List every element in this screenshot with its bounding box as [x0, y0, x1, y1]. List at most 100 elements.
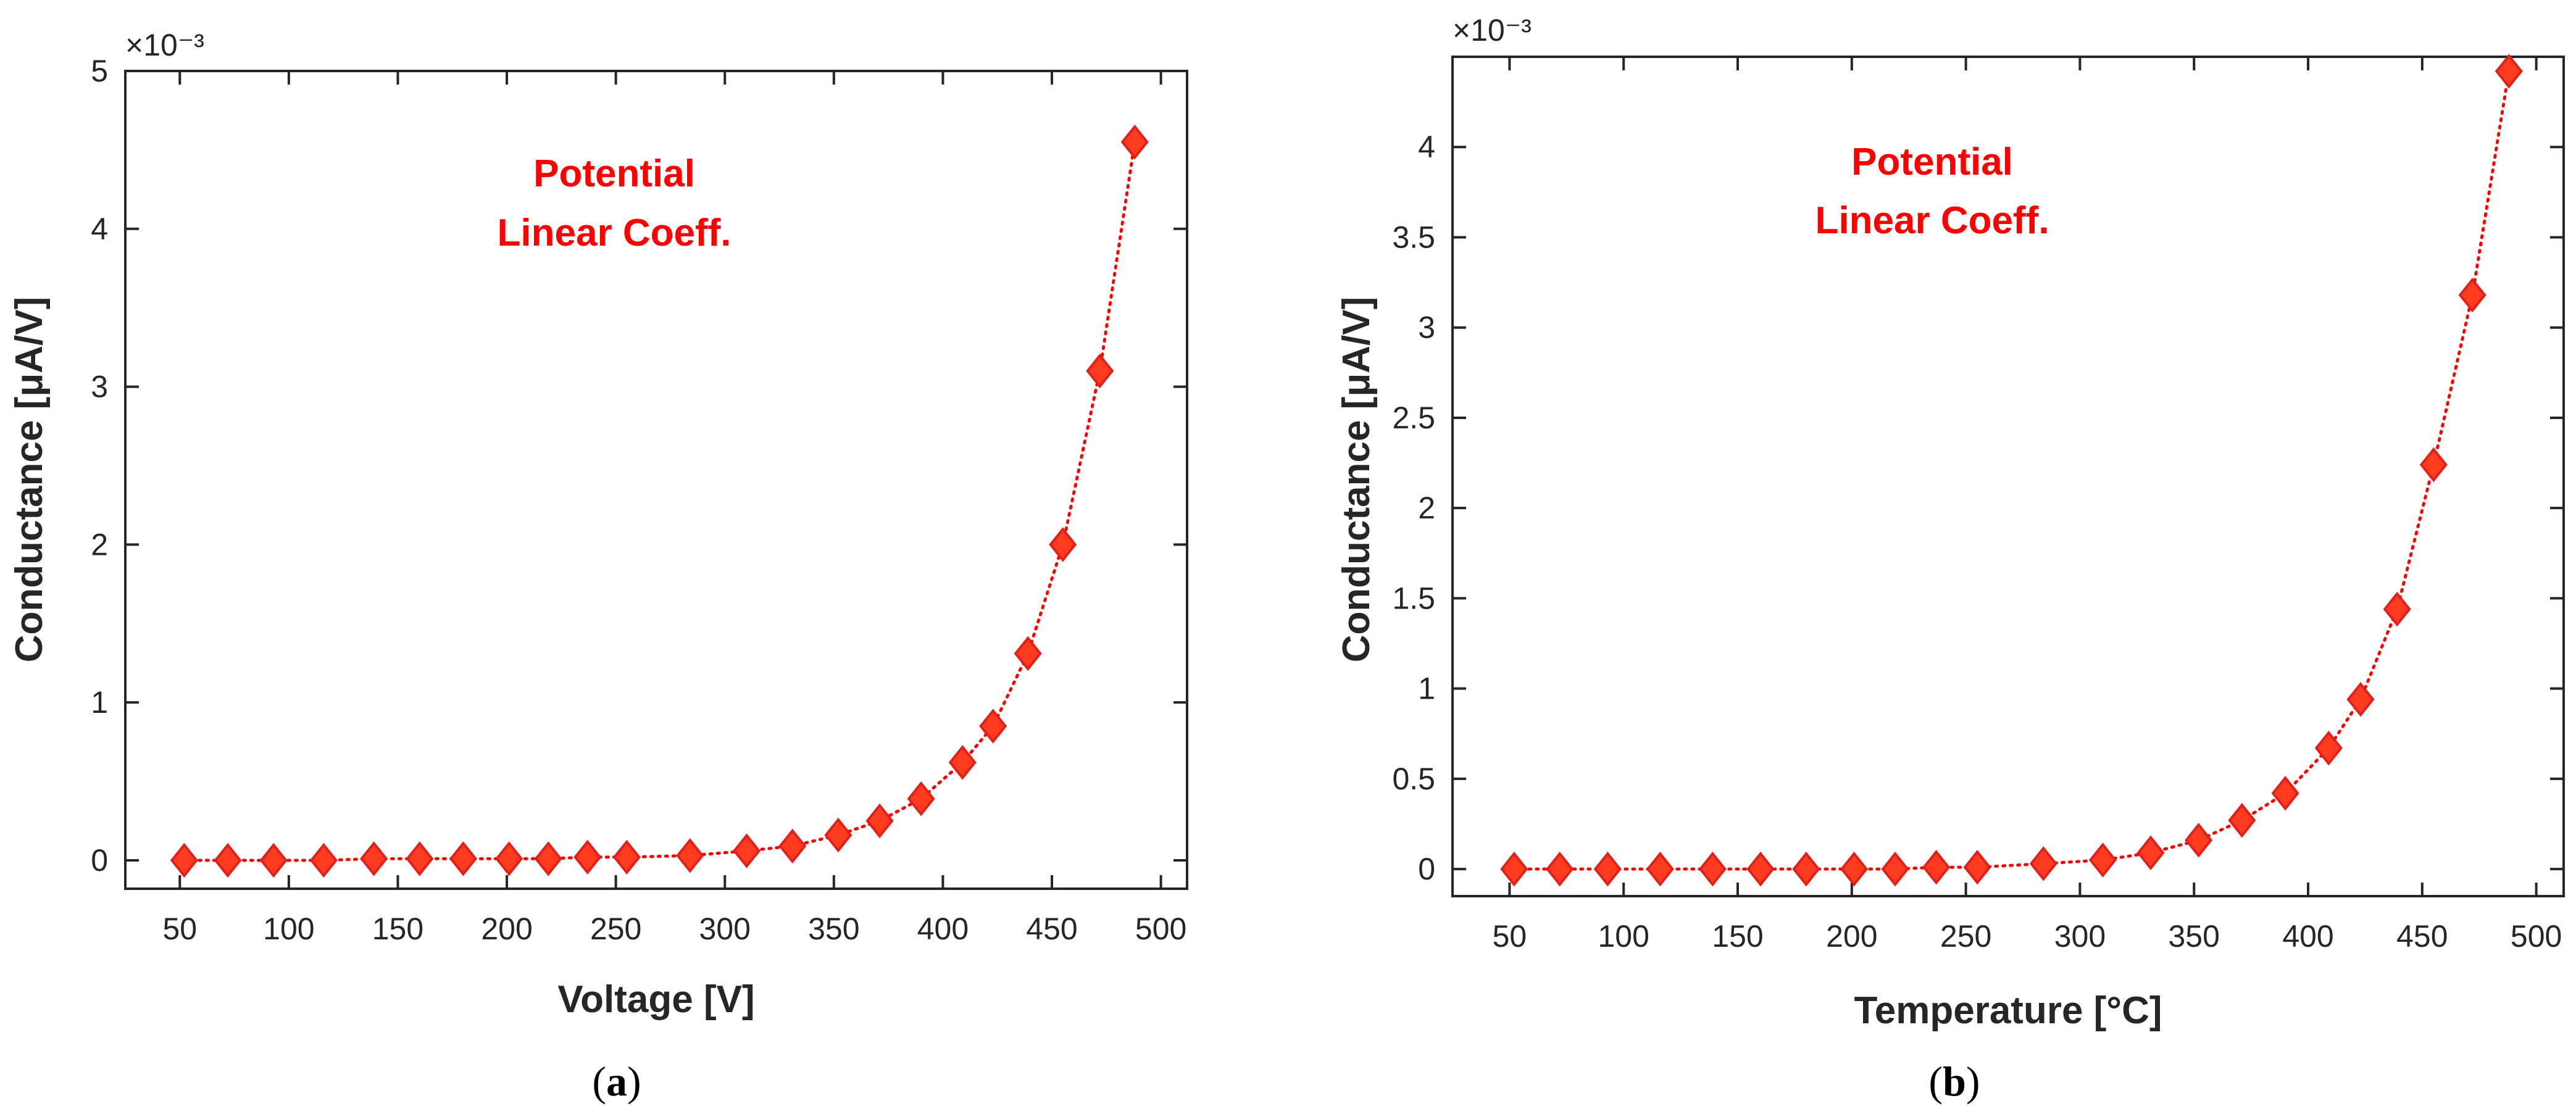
x-ticks-a: 50 100 150 200 250 300 350 400 450 500: [162, 71, 1186, 946]
x-tick-label: 350: [2169, 919, 2220, 954]
data-point-marker: [2228, 802, 2256, 838]
annotation-line1-a: Potential: [533, 152, 695, 195]
chart-panel-b: 0 0.5 1 1.5 2 2.5 3 3.5 4 50 100 150 200 250 300 350 40…: [1335, 13, 2565, 1105]
data-point-marker: [948, 745, 977, 780]
data-point-marker: [2383, 591, 2411, 627]
data-point-marker: [449, 841, 477, 876]
data-point-marker: [406, 841, 434, 876]
data-point-marker: [865, 803, 894, 839]
x-tick-label: 50: [162, 912, 197, 946]
panel-caption-b: (b): [1928, 1058, 1980, 1105]
data-point-marker: [1792, 851, 1820, 887]
y-tick-label: 2.5: [1392, 401, 1435, 435]
data-point-marker: [1963, 850, 1991, 885]
y-tick-label: 1: [1418, 671, 1435, 706]
x-tick-label: 500: [2511, 919, 2562, 954]
data-point-marker: [1546, 851, 1574, 887]
y-tick-label: 2: [1418, 491, 1435, 525]
y-tick-label: 0.5: [1392, 762, 1435, 796]
markers-a: [170, 124, 1149, 878]
y-tick-label: 3.5: [1392, 220, 1435, 254]
y-tick-label: 4: [1418, 130, 1435, 164]
data-point-marker: [1881, 851, 1909, 887]
x-tick-label: 400: [2282, 919, 2333, 954]
y-tick-label: 2: [91, 527, 108, 562]
x-tick-label: 250: [590, 912, 641, 946]
data-point-marker: [1049, 527, 1077, 562]
data-point-marker: [309, 842, 338, 878]
x-tick-label: 450: [1026, 912, 1077, 946]
data-point-marker: [2495, 54, 2523, 89]
x-tick-label: 450: [2396, 919, 2448, 954]
plot-area-b: [1451, 56, 2565, 897]
data-point-marker: [1086, 353, 1114, 389]
x-tick-label: 300: [2054, 919, 2106, 954]
x-tick-label: 100: [1598, 919, 1649, 954]
y-multiplier-b: ×10⁻³: [1453, 13, 1532, 48]
data-point-marker: [2271, 776, 2299, 811]
data-point-marker: [1746, 851, 1775, 887]
x-axis-label-b: Temperature [°C]: [1854, 989, 2162, 1032]
y-ticks-b: 0 0.5 1 1.5 2 2.5 3 3.5 4: [1392, 130, 2564, 886]
data-point-marker: [534, 841, 562, 876]
panel-label-b: b: [1943, 1058, 1966, 1105]
x-tick-label: 300: [699, 912, 751, 946]
series-line-b: [1512, 69, 2511, 871]
x-tick-label: 250: [1940, 919, 1991, 954]
x-tick-label: 50: [1493, 919, 1527, 954]
data-point-marker: [214, 842, 242, 878]
x-axis-label-a: Voltage [V]: [557, 978, 754, 1021]
y-tick-label: 0: [1418, 852, 1435, 886]
y-tick-label: 4: [91, 212, 108, 246]
x-tick-label: 400: [917, 912, 969, 946]
data-point-marker: [824, 817, 852, 853]
data-point-marker: [979, 709, 1007, 744]
data-point-marker: [907, 781, 935, 817]
data-point-marker: [2346, 682, 2375, 717]
data-point-marker: [1698, 851, 1727, 887]
data-point-marker: [1840, 851, 1869, 887]
data-point-marker: [170, 842, 198, 878]
data-point-marker: [360, 841, 388, 876]
data-point-marker: [1120, 124, 1149, 160]
data-point-marker: [733, 833, 761, 868]
data-point-marker: [1014, 636, 1042, 671]
panel-label-a: a: [606, 1058, 627, 1105]
y-axis-label-b: Conductance [μA/V]: [1335, 297, 1378, 663]
data-point-marker: [1646, 851, 1674, 887]
annotation-line2-a: Linear Coeff.: [498, 212, 732, 254]
x-tick-label: 500: [1135, 912, 1186, 946]
y-tick-label: 0: [91, 843, 108, 878]
data-point-marker: [778, 828, 807, 864]
x-tick-label: 100: [263, 912, 314, 946]
panel-caption-a: (a): [592, 1058, 641, 1105]
x-tick-label: 200: [481, 912, 532, 946]
data-point-marker: [259, 842, 288, 878]
data-point-marker: [2458, 277, 2486, 313]
y-axis-label-a: Conductance [μA/V]: [8, 297, 51, 663]
y-ticks-a: 0 1 2 3 4 5: [91, 54, 1187, 878]
y-tick-label: 3: [91, 370, 108, 404]
plot-area-a: [124, 70, 1188, 890]
x-tick-label: 200: [1826, 919, 1877, 954]
data-point-marker: [612, 839, 641, 875]
data-point-marker: [2088, 842, 2117, 878]
data-point-marker: [573, 839, 602, 875]
x-tick-label: 150: [1712, 919, 1763, 954]
annotation-line2-b: Linear Coeff.: [1815, 199, 2049, 242]
data-point-marker: [2185, 823, 2213, 858]
data-point-marker: [2136, 835, 2165, 871]
y-tick-label: 3: [1418, 310, 1435, 345]
annotation-line1-b: Potential: [1851, 141, 2013, 183]
data-point-marker: [676, 838, 704, 873]
data-point-marker: [2314, 730, 2343, 766]
y-multiplier-a: ×10⁻³: [125, 28, 204, 62]
data-point-marker: [2029, 846, 2057, 881]
data-point-marker: [2419, 447, 2448, 483]
y-tick-label: 1: [91, 685, 108, 720]
x-tick-label: 150: [372, 912, 423, 946]
chart-panel-a: 0 1 2 3 4 5 50 100 150 200 250 300 350 400 450 500 ×10…: [8, 28, 1188, 1105]
x-ticks-b: 50 100 150 200 250 300 350 400 450 500: [1493, 57, 2562, 954]
y-tick-label: 1.5: [1392, 581, 1435, 615]
